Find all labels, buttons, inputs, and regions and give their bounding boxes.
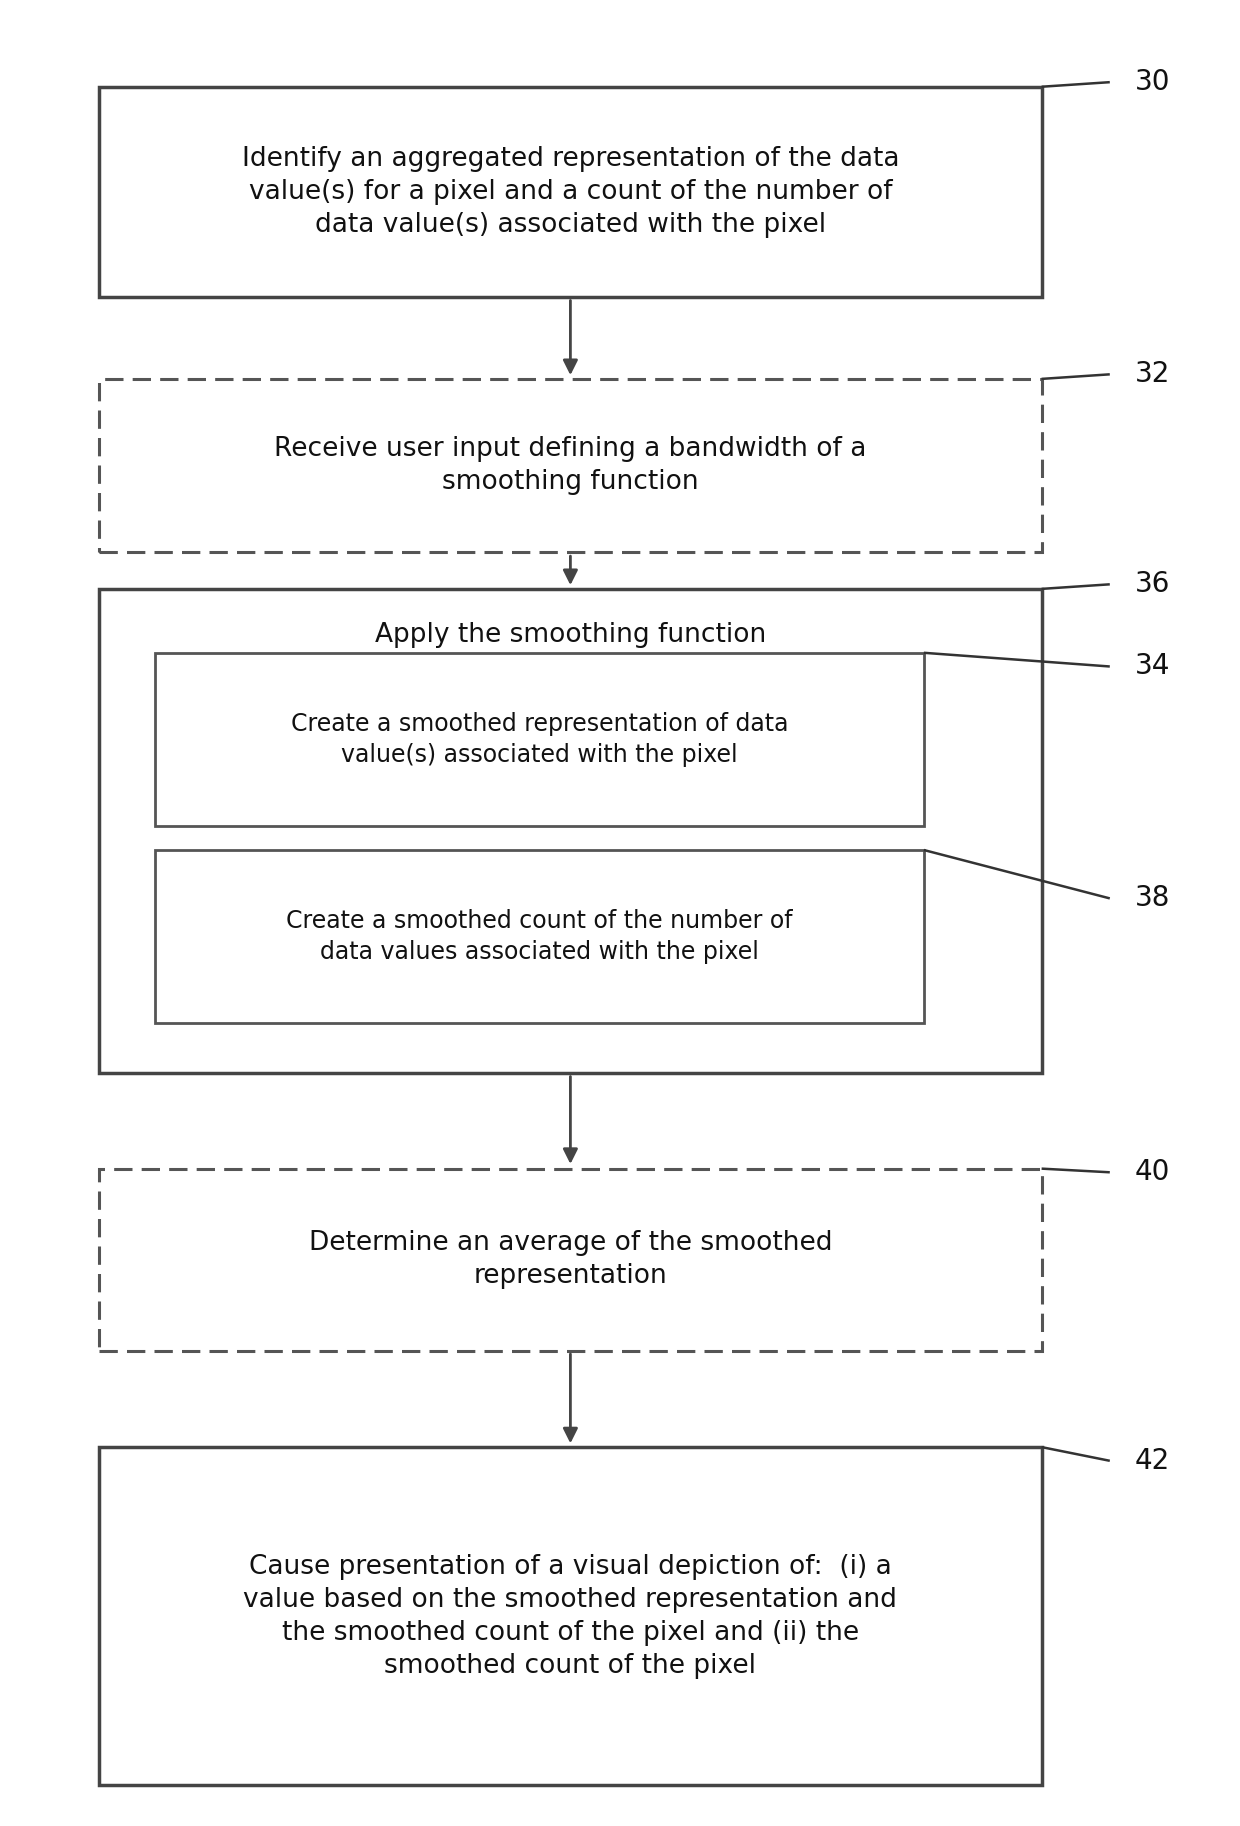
Bar: [99, 86, 1042, 296]
Bar: [155, 654, 924, 825]
Text: 36: 36: [1135, 570, 1171, 599]
Bar: [99, 380, 1042, 551]
Bar: [99, 1446, 1042, 1786]
Text: Apply the smoothing function: Apply the smoothing function: [374, 623, 766, 648]
Text: Cause presentation of a visual depiction of:  (i) a
value based on the smoothed : Cause presentation of a visual depiction…: [243, 1554, 898, 1678]
Text: Create a smoothed count of the number of
data values associated with the pixel: Create a smoothed count of the number of…: [286, 909, 792, 964]
Bar: [99, 588, 1042, 1074]
Text: 40: 40: [1135, 1158, 1171, 1187]
Bar: [99, 1446, 1042, 1786]
Text: 34: 34: [1135, 652, 1171, 681]
Text: 32: 32: [1135, 360, 1171, 389]
Text: Determine an average of the smoothed
representation: Determine an average of the smoothed rep…: [309, 1231, 832, 1289]
Bar: [155, 851, 924, 1023]
Bar: [99, 1169, 1042, 1351]
Bar: [99, 1169, 1042, 1351]
Text: Create a smoothed representation of data
value(s) associated with the pixel: Create a smoothed representation of data…: [290, 712, 789, 767]
Bar: [155, 654, 924, 825]
Bar: [99, 380, 1042, 551]
Bar: [99, 86, 1042, 296]
Text: 38: 38: [1135, 884, 1171, 913]
Text: 30: 30: [1135, 68, 1171, 97]
Bar: [99, 588, 1042, 1074]
Text: 42: 42: [1135, 1446, 1169, 1475]
Text: Identify an aggregated representation of the data
value(s) for a pixel and a cou: Identify an aggregated representation of…: [242, 146, 899, 237]
Text: Receive user input defining a bandwidth of a
smoothing function: Receive user input defining a bandwidth …: [274, 436, 867, 495]
Bar: [155, 851, 924, 1023]
